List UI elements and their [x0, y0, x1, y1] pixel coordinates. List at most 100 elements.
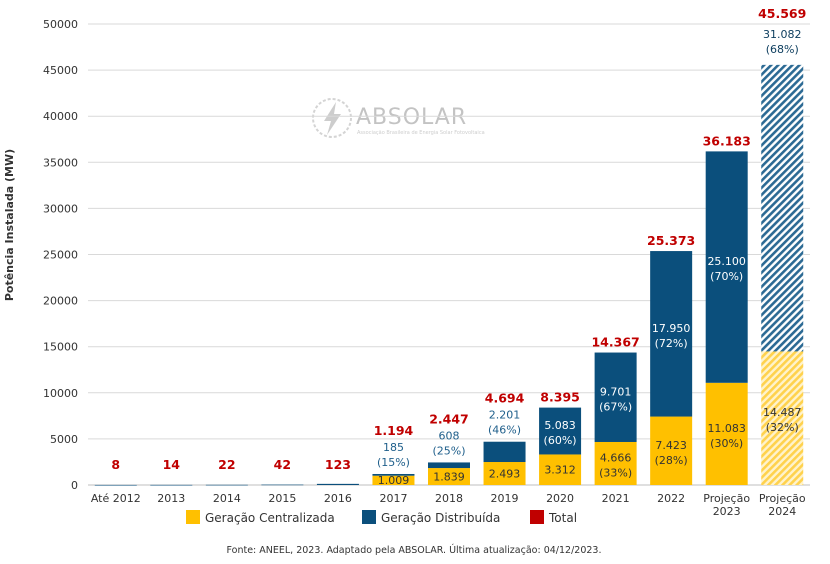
x-tick-label: 2017	[379, 492, 407, 505]
total-label: 14	[163, 457, 181, 472]
legend-swatch	[186, 510, 200, 524]
data-label-distribuida: 17.950	[652, 322, 691, 335]
legend-label: Geração Distribuída	[381, 511, 500, 525]
data-label-centralizada: 14.487	[763, 406, 802, 419]
x-tick-label: 2018	[435, 492, 463, 505]
total-label: 8	[111, 457, 120, 472]
bar-centralizada	[705, 382, 748, 485]
total-label: 123	[325, 457, 351, 472]
legend: Geração Centralizada Geração Distribuída T…	[186, 510, 577, 525]
data-label-distribuida: (68%)	[766, 43, 799, 56]
bar-distribuida	[94, 484, 137, 486]
legend-swatch	[530, 510, 544, 524]
y-tick-label: 30000	[43, 202, 78, 215]
data-label-centralizada: (32%)	[766, 421, 799, 434]
bar-distribuida	[428, 462, 470, 469]
data-label-centralizada: (28%)	[655, 454, 688, 467]
x-tick-label: 2015	[268, 492, 296, 505]
x-tick-label: 2014	[213, 492, 241, 505]
bar-distribuida	[150, 484, 193, 486]
data-label-centralizada: 11.083	[707, 422, 746, 435]
data-label-distribuida: 31.082	[763, 28, 802, 41]
data-label-centralizada: 7.423	[655, 439, 687, 452]
bar-distribuida	[483, 441, 526, 463]
bar-distribuida	[761, 64, 804, 352]
total-label: 2.447	[429, 411, 469, 426]
bar-distribuida	[539, 407, 582, 455]
legend-swatch	[362, 510, 376, 524]
data-label-distribuida: (70%)	[710, 270, 743, 283]
data-label-distribuida: (46%)	[488, 424, 521, 437]
data-label-centralizada: 4.666	[600, 451, 632, 464]
data-label-distribuida: 9.701	[600, 385, 632, 398]
y-tick-label: 35000	[43, 156, 78, 169]
bar-distribuida	[650, 251, 693, 417]
data-label-distribuida: (25%)	[432, 444, 465, 457]
bar-distribuida	[205, 484, 248, 486]
data-label-centralizada: (30%)	[710, 437, 743, 450]
bar-centralizada	[594, 441, 637, 485]
total-label: 22	[218, 457, 235, 472]
data-label-distribuida: (72%)	[655, 337, 688, 350]
x-tick-label: 2013	[157, 492, 185, 505]
x-tick-label: 2021	[602, 492, 630, 505]
bar-distribuida	[705, 151, 748, 383]
bar-centralizada	[539, 454, 582, 485]
data-label-distribuida: (60%)	[544, 434, 577, 447]
data-labels: 8 14 22 42 123 1.009 185 (15%) 1.194 1.839 608 (25%…	[111, 6, 806, 487]
bars	[94, 64, 804, 486]
total-label: 14.367	[591, 335, 639, 350]
x-tick-label: 2023	[713, 505, 741, 518]
data-label-distribuida: 5.083	[544, 419, 576, 432]
data-label-centralizada: (33%)	[599, 466, 632, 479]
bar-distribuida	[316, 483, 359, 485]
x-tick-label: Até 2012	[91, 492, 141, 505]
y-axis-label: Potência Instalada (MW)	[3, 149, 16, 301]
data-label-distribuida: 608	[439, 429, 460, 442]
legend-label: Total	[548, 511, 577, 525]
x-tick-label: 2022	[657, 492, 685, 505]
total-label: 4.694	[485, 391, 525, 406]
y-tick-label: 40000	[43, 110, 78, 123]
data-label-centralizada: 3.312	[544, 464, 576, 477]
y-tick-label: 50000	[43, 18, 78, 31]
y-tick-label: 10000	[43, 387, 78, 400]
data-label-distribuida: (67%)	[599, 400, 632, 413]
x-tick-label: Projeção	[759, 492, 806, 505]
source-footer: Fonte: ANEEL, 2023. Adaptado pela ABSOLA…	[227, 544, 602, 556]
lightning-bolt-icon	[312, 98, 352, 138]
total-label: 42	[274, 457, 291, 472]
bar-distribuida	[594, 352, 637, 442]
watermark-subtitle: Associação Brasileira de Energia Solar F…	[357, 130, 485, 136]
data-label-distribuida: 25.100	[707, 255, 746, 268]
legend-label: Geração Centralizada	[205, 511, 335, 525]
x-tick-label: Projeção	[703, 492, 750, 505]
data-label-distribuida: (15%)	[377, 456, 410, 469]
bar-centralizada	[650, 416, 693, 485]
y-tick-label: 15000	[43, 341, 78, 354]
data-label-distribuida: 185	[383, 441, 404, 454]
x-axis: Até 2012 2013 2014 2015 2016 2017 2018 2019 2020…	[91, 492, 806, 518]
watermark: ABSOLAR Associação Brasileira de Energia…	[312, 98, 485, 138]
data-label-centralizada: 2.493	[489, 468, 521, 481]
data-label-distribuida: 2.201	[489, 409, 521, 422]
y-tick-label: 25000	[43, 249, 78, 262]
watermark-title: ABSOLAR	[356, 105, 467, 130]
total-label: 25.373	[647, 233, 695, 248]
total-label: 45.569	[758, 6, 806, 21]
y-tick-label: 20000	[43, 295, 78, 308]
y-tick-label: 5000	[50, 433, 78, 446]
total-label: 8.395	[540, 390, 580, 405]
bar-centralizada	[372, 475, 415, 485]
bar-centralizada	[483, 462, 526, 485]
total-label: 36.183	[703, 133, 751, 148]
total-label: 1.194	[374, 423, 414, 438]
y-tick-label: 45000	[43, 64, 78, 77]
data-label-centralizada: 1.009	[378, 474, 410, 487]
x-tick-label: 2020	[546, 492, 574, 505]
bar-distribuida	[261, 484, 304, 486]
x-tick-label: 2019	[491, 492, 519, 505]
y-tick-label: 0	[71, 479, 78, 492]
x-tick-label: 2024	[768, 505, 796, 518]
